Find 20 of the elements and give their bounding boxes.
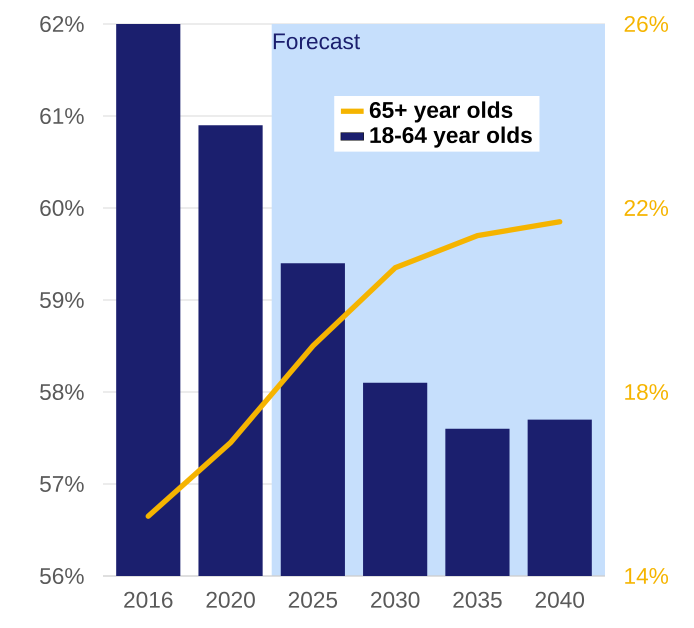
y2-tick-label: 18% xyxy=(625,384,668,400)
y2-tick-label: 22% xyxy=(624,200,668,216)
y2-tick-label: 14% xyxy=(625,568,668,584)
y-tick-label: 59% xyxy=(40,292,84,308)
y-tick-label: 56% xyxy=(40,568,84,584)
y-tick-label: 58% xyxy=(40,384,84,400)
y-tick-label: 60% xyxy=(40,200,84,216)
band-label: Forecast xyxy=(274,33,360,50)
x-tick-label: 2016 xyxy=(124,592,172,608)
x-tick-label: 2040 xyxy=(536,592,584,608)
y-tick-label: 61% xyxy=(40,108,84,124)
x-tick-label: 2035 xyxy=(453,592,502,608)
y-tick-label: 62% xyxy=(40,16,84,32)
legend-label: 65+ year olds xyxy=(370,101,512,122)
x-tick-label: 2025 xyxy=(288,592,338,608)
x-tick-label: 2030 xyxy=(371,592,420,608)
legend-label: 18-64 year olds xyxy=(370,126,532,148)
x-tick-label: 2020 xyxy=(206,592,255,608)
y-tick-label: 57% xyxy=(40,476,84,492)
y2-tick-label: 26% xyxy=(624,16,668,32)
